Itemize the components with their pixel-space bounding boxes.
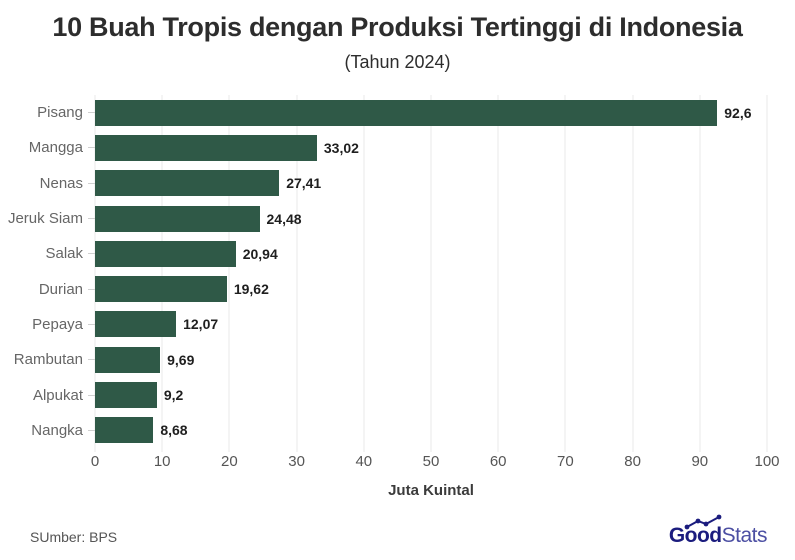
bar-value-label: 8,68	[160, 422, 188, 439]
bar	[95, 346, 161, 373]
bar	[95, 205, 260, 232]
gridline	[296, 95, 298, 452]
bar	[95, 417, 154, 444]
x-tick-label: 50	[422, 453, 440, 470]
bar	[95, 240, 236, 267]
x-tick-label: 20	[221, 453, 238, 470]
chart-title: 10 Buah Tropis dengan Produksi Tertinggi…	[52, 12, 743, 42]
gridline	[497, 95, 499, 452]
gridline	[766, 95, 768, 452]
bar-category-label: Pepaya	[32, 315, 83, 333]
bar-row: Alpukat 9,2	[33, 377, 767, 412]
y-tick	[88, 429, 95, 431]
x-axis-ticks: 0 10 20 30 40 50 60 70 80 90 100	[91, 453, 780, 471]
y-tick	[88, 323, 95, 325]
bar	[95, 382, 157, 409]
bar-value-label: 92,6	[724, 104, 752, 121]
bar-value-label: 24,48	[266, 210, 302, 227]
bar	[95, 99, 718, 126]
source-note: SUmber: BPS	[30, 529, 118, 545]
y-tick	[88, 394, 95, 396]
plot-area: Pisang 92,6 Mangga 33,02 Nenas 27,41 Jeruk Sia…	[8, 95, 768, 452]
bar-row: Nangka 8,68	[31, 413, 767, 448]
gridline	[632, 95, 634, 452]
y-tick	[88, 253, 95, 255]
x-tick-label: 10	[153, 453, 171, 470]
bar-value-label: 9,69	[167, 351, 195, 368]
gridline	[363, 95, 365, 452]
y-tick	[88, 359, 95, 361]
bar	[95, 311, 177, 338]
x-tick-label: 30	[288, 453, 305, 470]
goodstats-logo: GoodStats	[668, 514, 768, 548]
bar-category-label: Salak	[45, 245, 83, 263]
gridline	[699, 95, 701, 452]
bar-row: Pepaya 12,07	[32, 307, 767, 342]
bar-value-label: 12,07	[183, 316, 219, 333]
x-axis-title: Juta Kuintal	[388, 482, 474, 499]
bar-row: Mangga 33,02	[29, 130, 767, 165]
y-tick	[88, 182, 95, 184]
bar-value-label: 9,2	[163, 387, 184, 404]
gridline	[564, 95, 566, 452]
bar	[95, 134, 317, 161]
chart-subtitle: (Tahun 2024)	[344, 52, 451, 72]
x-tick-label: 90	[691, 453, 709, 470]
x-tick-label: 60	[489, 453, 507, 470]
x-tick-label: 100	[754, 453, 780, 470]
bar-category-label: Rambutan	[13, 351, 83, 369]
gridline	[161, 95, 163, 452]
x-tick-label: 0	[90, 453, 100, 470]
bar-rows: Pisang 92,6 Mangga 33,02 Nenas 27,41 Jeruk Sia…	[8, 95, 767, 448]
y-tick	[88, 218, 95, 220]
bar-category-label: Mangga	[28, 139, 83, 157]
y-tick	[88, 147, 95, 149]
bar-row: Salak 20,94	[45, 236, 767, 271]
bar-value-label: 33,02	[323, 139, 359, 156]
bar	[95, 170, 280, 197]
x-tick-label: 70	[557, 453, 574, 470]
bar-row: Durian 19,62	[39, 271, 767, 306]
x-tick-label: 40	[355, 453, 373, 470]
bar-value-label: 20,94	[242, 245, 278, 262]
bar-row: Rambutan 9,69	[14, 342, 767, 377]
gridline	[430, 95, 432, 452]
gridline	[228, 95, 230, 452]
bar-category-label: Pisang	[37, 104, 83, 122]
bar-value-label: 27,41	[286, 175, 322, 192]
bar-category-label: Alpukat	[32, 386, 83, 404]
gridline	[94, 95, 96, 452]
bar-row: Pisang 92,6	[37, 95, 767, 130]
sparkline-icon	[684, 514, 722, 530]
bar-category-label: Durian	[38, 280, 83, 298]
bar-category-label: Nenas	[39, 174, 83, 192]
bar-value-label: 19,62	[233, 281, 269, 298]
bar-row: Jeruk Siam 24,48	[8, 201, 767, 236]
bar	[95, 276, 227, 303]
x-tick-label: 80	[624, 453, 641, 470]
bar-category-label: Nangka	[31, 421, 83, 439]
logo-text-light: Stats	[721, 524, 768, 547]
bar-category-label: Jeruk Siam	[7, 210, 83, 228]
bar-row: Nenas 27,41	[40, 166, 767, 201]
gridlines	[94, 95, 768, 452]
y-tick	[88, 112, 95, 114]
y-tick	[88, 288, 95, 290]
logo-text-bold: Good	[668, 524, 722, 547]
